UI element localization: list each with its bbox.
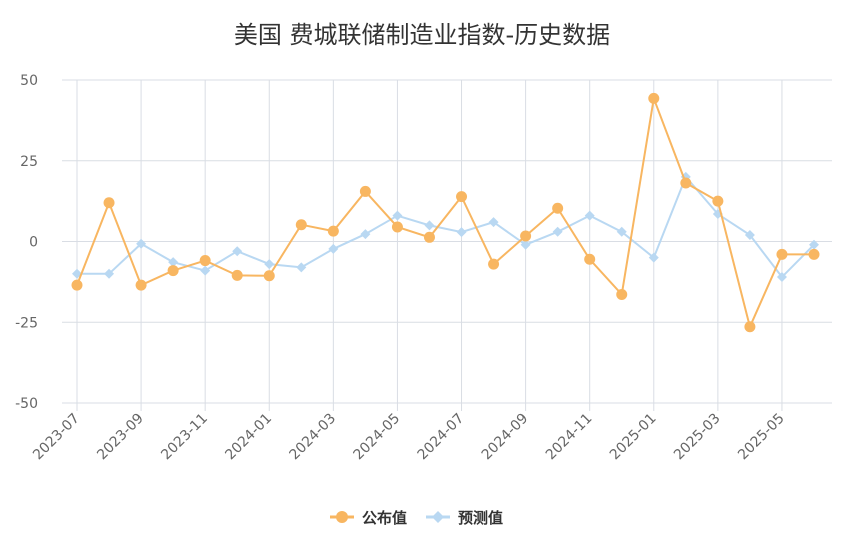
data-point[interactable] [520, 230, 532, 242]
legend-item-actual[interactable]: 公布值 [330, 509, 407, 527]
data-point[interactable] [392, 210, 403, 221]
data-point[interactable] [616, 226, 627, 237]
legend-marker-actual [336, 511, 348, 523]
x-tick-label: 2024-11 [543, 411, 596, 464]
data-point[interactable] [616, 288, 628, 300]
data-point[interactable] [136, 238, 147, 249]
data-point[interactable] [200, 265, 211, 276]
data-point[interactable] [648, 252, 659, 263]
data-point[interactable] [295, 219, 307, 231]
data-point[interactable] [231, 269, 243, 281]
data-point[interactable] [712, 195, 724, 207]
x-tick-label: 2024-09 [479, 411, 532, 464]
data-point[interactable] [456, 191, 468, 203]
y-tick-label: -25 [15, 315, 38, 331]
legend-marker-forecast [432, 511, 444, 523]
y-tick-label: -50 [15, 396, 38, 412]
data-point[interactable] [327, 225, 339, 237]
data-point[interactable] [360, 229, 371, 240]
x-tick-label: 2025-03 [671, 411, 724, 464]
data-point[interactable] [552, 226, 563, 237]
data-point[interactable] [167, 265, 179, 277]
data-point[interactable] [103, 197, 115, 209]
x-tick-label: 2024-01 [222, 411, 275, 464]
data-point[interactable] [809, 239, 819, 250]
series-forecast [72, 171, 819, 283]
data-point[interactable] [359, 185, 371, 197]
data-point[interactable] [584, 210, 595, 221]
y-tick-label: 0 [29, 235, 38, 251]
data-point[interactable] [776, 272, 787, 283]
y-tick-label: 25 [20, 154, 38, 170]
data-point[interactable] [648, 92, 660, 104]
data-point[interactable] [488, 217, 499, 228]
data-point[interactable] [744, 321, 756, 333]
data-point[interactable] [168, 257, 179, 268]
legend-label-forecast: 预测值 [458, 509, 503, 527]
legend-item-forecast[interactable]: 预测值 [426, 509, 503, 527]
chart-title: 美国 费城联储制造业指数-历史数据 [234, 21, 610, 49]
data-point[interactable] [296, 262, 307, 273]
data-point[interactable] [104, 268, 115, 279]
data-point[interactable] [520, 239, 531, 250]
series-actual [71, 92, 820, 333]
data-point[interactable] [552, 202, 564, 214]
series-line [76, 94, 814, 330]
x-tick-label: 2025-05 [735, 411, 788, 464]
x-tick-label: 2023-09 [94, 411, 147, 464]
x-tick-label: 2024-03 [286, 411, 339, 464]
data-point[interactable] [263, 270, 275, 282]
data-point[interactable] [135, 279, 147, 291]
data-point[interactable] [328, 243, 339, 254]
y-tick-label: 50 [20, 73, 38, 89]
x-tick-label: 2023-11 [158, 411, 211, 464]
legend-label-actual: 公布值 [362, 509, 407, 527]
data-point[interactable] [808, 248, 820, 260]
data-point[interactable] [391, 221, 403, 233]
data-point[interactable] [71, 279, 83, 291]
data-point[interactable] [584, 253, 596, 265]
data-point[interactable] [199, 255, 211, 267]
data-point[interactable] [776, 248, 788, 260]
data-point[interactable] [423, 231, 435, 243]
data-point[interactable] [488, 258, 500, 270]
x-tick-label: 2023-07 [30, 411, 83, 464]
data-point[interactable] [744, 230, 755, 241]
x-tick-label: 2024-07 [415, 411, 468, 464]
data-point[interactable] [264, 259, 275, 270]
series-layer [71, 92, 820, 333]
data-point[interactable] [424, 220, 435, 231]
data-point[interactable] [456, 227, 467, 238]
x-tick-label: 2024-05 [351, 411, 404, 464]
data-point[interactable] [680, 177, 692, 189]
grid [62, 79, 832, 411]
data-point[interactable] [232, 246, 243, 257]
legend[interactable]: 公布值 预测值 [330, 509, 503, 527]
x-tick-label: 2025-01 [607, 411, 660, 464]
